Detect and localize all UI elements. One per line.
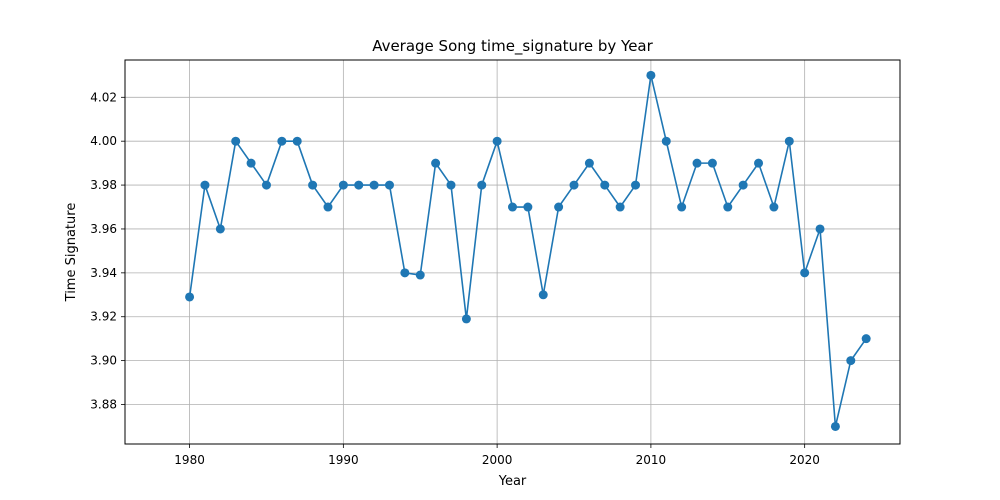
data-point [384, 180, 394, 190]
data-point [354, 180, 364, 190]
y-axis-title: Time Signature [64, 203, 79, 303]
x-tick-label: 1980 [174, 453, 205, 467]
data-point [246, 158, 256, 168]
data-point [308, 180, 318, 190]
x-tick-label: 2000 [482, 453, 513, 467]
data-point [846, 356, 856, 366]
data-point [769, 202, 779, 212]
x-axis-title: Year [498, 474, 527, 489]
data-point [415, 270, 425, 280]
data-point [584, 158, 594, 168]
data-point [508, 202, 517, 212]
data-point [477, 180, 487, 190]
data-point [446, 180, 456, 190]
data-point [754, 158, 764, 168]
data-point [323, 202, 333, 212]
data-point [431, 158, 441, 168]
y-tick-label: 4.02 [90, 90, 117, 104]
data-point [738, 180, 748, 190]
y-tick-label: 3.92 [90, 310, 117, 324]
data-point [292, 136, 302, 146]
data-point [800, 268, 810, 278]
data-point [554, 202, 564, 212]
data-point [492, 136, 502, 146]
y-axis-ticks: 3.88 3.90 3.92 3.94 3.96 3.98 4.00 4.02 [90, 90, 125, 412]
data-point [830, 421, 840, 431]
data-point [569, 180, 579, 190]
data-point [784, 136, 794, 146]
x-axis-ticks: 1980 1990 2000 2010 2020 [174, 444, 820, 467]
y-tick-label: 3.98 [90, 178, 117, 192]
data-point [369, 180, 379, 190]
data-point [707, 158, 717, 168]
grid-lines [125, 60, 900, 444]
x-tick-label: 2020 [789, 453, 820, 467]
data-point [338, 180, 348, 190]
data-point [661, 136, 671, 146]
data-point [261, 180, 271, 190]
data-point [461, 314, 471, 324]
data-point [277, 136, 287, 146]
y-tick-label: 3.96 [90, 222, 117, 236]
data-point [861, 334, 871, 344]
data-point [215, 224, 225, 234]
data-series [185, 70, 871, 431]
data-point [723, 202, 733, 212]
x-tick-label: 2010 [636, 453, 667, 467]
data-point [815, 224, 825, 234]
plot-frame [124, 59, 901, 445]
data-point [538, 290, 548, 300]
data-point [185, 292, 195, 302]
y-tick-label: 3.88 [90, 398, 117, 412]
data-point [600, 180, 610, 190]
data-point [400, 268, 410, 278]
data-point [615, 202, 625, 212]
y-tick-label: 3.94 [90, 266, 117, 280]
data-point [692, 158, 702, 168]
y-tick-label: 3.90 [90, 354, 117, 368]
data-point [200, 180, 210, 190]
y-tick-label: 4.00 [90, 134, 117, 148]
data-point [523, 202, 533, 212]
chart-title: Average Song time_signature by Year [372, 37, 653, 56]
data-point [646, 70, 656, 80]
data-point [677, 202, 687, 212]
data-point [631, 180, 641, 190]
data-point [231, 136, 241, 146]
x-tick-label: 1990 [328, 453, 359, 467]
